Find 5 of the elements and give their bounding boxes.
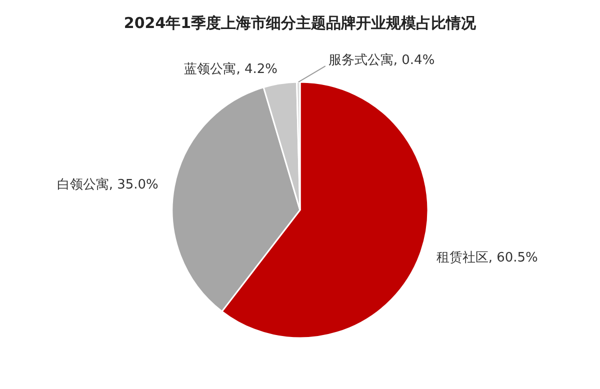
slice-label: 服务式公寓, 0.4% — [328, 52, 435, 68]
chart-title: 2024年1季度上海市细分主题品牌开业规模占比情况 — [124, 14, 478, 32]
slice-label: 白领公寓, 35.0% — [56, 176, 158, 193]
slice-label: 租赁社区, 60.5% — [436, 250, 538, 266]
slice-label: 蓝领公寓, 4.2% — [184, 60, 278, 77]
